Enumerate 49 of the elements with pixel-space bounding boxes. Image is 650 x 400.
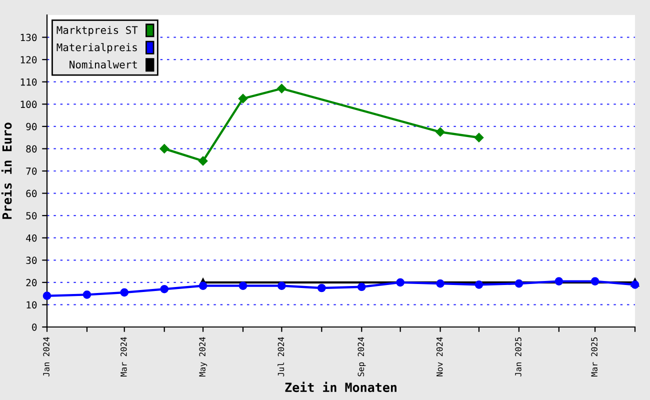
point [198,156,208,166]
point [82,290,92,299]
y-tick-label: 30 [26,256,37,264]
y-tick-label: 70 [26,168,37,175]
y-tick-label: 0 [32,324,37,331]
legend-label: Marktpreis ST [56,26,138,36]
y-tick-label: 60 [26,190,37,198]
point [357,282,366,292]
x-tick-label: Mar 2025 [591,337,598,377]
y-tick-label: 10 [26,301,37,309]
point [396,278,404,287]
point [278,282,286,290]
x-tick-label: May 2024 [199,337,208,377]
x-tick-label: Nov 2024 [436,337,443,376]
y-tick-label: 80 [26,145,37,153]
point [590,277,600,286]
y-tick-label: 40 [26,234,37,242]
point [198,282,208,290]
point [436,279,444,288]
point [160,144,169,154]
point [277,84,286,94]
y-tick-label: 130 [20,34,37,42]
x-tick-label: Jan 2024 [43,337,50,376]
y-tick-label: 110 [20,78,37,86]
y-tick-label: 90 [26,122,37,130]
point [554,277,564,286]
point [436,127,445,137]
x-tick-label: Jan 2025 [515,337,522,376]
y-tick-label: 120 [20,56,37,64]
y-axis-title: Preis in Euro [1,122,12,219]
point [317,284,326,292]
y-tick-label: 100 [20,100,37,108]
x-tick-label: Mar 2024 [120,337,127,377]
x-axis-title: Zeit in Monaten [285,382,396,392]
x-tick-label: Sep 2024 [358,337,366,376]
point [42,292,52,300]
point [238,94,248,104]
point [474,132,484,142]
y-tick-label: 50 [26,212,37,220]
point [120,288,129,297]
legend-label: Nominalwert [70,60,137,68]
point [238,282,248,290]
point [514,279,524,288]
point [160,284,169,294]
point [630,280,640,289]
y-tick-label: 20 [26,278,37,286]
x-tick-label: Jul 2024 [278,337,284,376]
legend-label: Materialpreis [56,43,137,54]
point [474,280,484,289]
